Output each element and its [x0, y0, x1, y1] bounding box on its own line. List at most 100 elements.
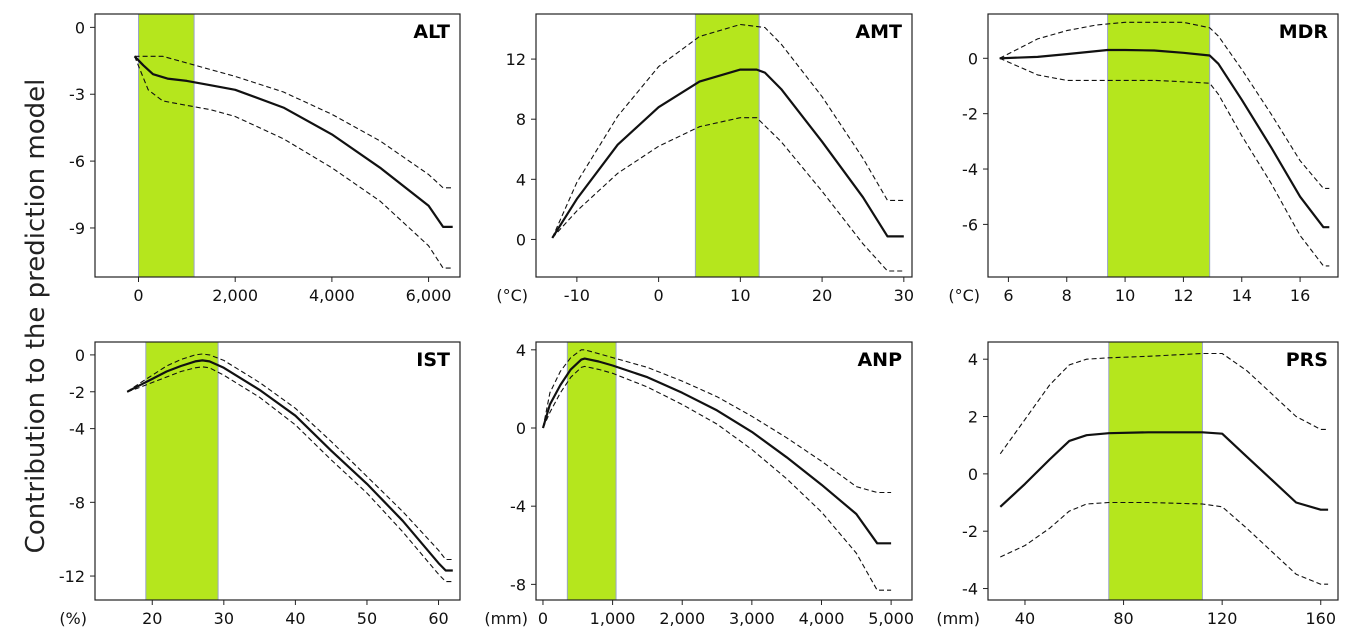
x-tick-label: 10 — [1115, 286, 1135, 305]
x-tick-label: 2,000 — [659, 609, 705, 628]
x-tick-label: 6 — [1003, 286, 1013, 305]
x-tick-label: 1,000 — [590, 609, 636, 628]
highlight-band — [138, 13, 195, 278]
x-tick-label: 6,000 — [406, 286, 452, 305]
x-tick-label: 5,000 — [868, 609, 914, 628]
x-unit-label: (°C) — [948, 286, 980, 305]
series-line-mean — [133, 55, 453, 228]
y-tick-label: 0 — [75, 346, 85, 365]
panel-title: IST — [416, 349, 450, 371]
x-tick-label: 0 — [133, 286, 143, 305]
series-line-ci-2 — [134, 56, 453, 269]
y-tick-label: 2 — [968, 408, 978, 427]
y-tick-label: -2 — [69, 383, 85, 402]
x-tick-label: 120 — [1207, 609, 1238, 628]
plot-frame — [987, 13, 1339, 278]
x-tick-label: 4,000 — [799, 609, 845, 628]
plot-frame — [987, 341, 1339, 601]
y-tick-label: 4 — [968, 350, 978, 369]
series-line-mean — [126, 359, 453, 572]
series-line-mean — [999, 48, 1330, 229]
x-tick-label: 20 — [142, 609, 162, 628]
plot-frame — [535, 13, 913, 278]
x-tick-label: 20 — [812, 286, 832, 305]
x-tick-label: 0 — [538, 609, 548, 628]
x-tick-label: 2,000 — [212, 286, 258, 305]
y-tick-label: -9 — [69, 219, 85, 238]
y-tick-label: -12 — [59, 567, 85, 586]
panel-ist: 20 30 40 50 60 0 -2 -4 -8 -12 (%) IST — [59, 341, 461, 628]
x-tick-label: 3,000 — [729, 609, 775, 628]
y-tick-label: -4 — [962, 580, 978, 599]
series-line-ci-2 — [1000, 501, 1329, 585]
x-tick-label: 4,000 — [309, 286, 355, 305]
figure-y-axis-label: Contribution to the prediction model — [21, 79, 51, 554]
x-tick-label: 30 — [214, 609, 234, 628]
x-tick-label: 40 — [1015, 609, 1035, 628]
plot-frame — [94, 341, 461, 601]
y-tick-label: -6 — [962, 215, 978, 234]
panel-title: AMT — [855, 21, 902, 43]
y-tick-label: 0 — [968, 49, 978, 68]
panel-title: ANP — [857, 349, 902, 371]
panel-title: MDR — [1279, 21, 1329, 43]
series-line-ci-2 — [551, 117, 904, 272]
y-tick-label: 12 — [506, 50, 526, 69]
panel-prs: 40 80 120 160 4 2 0 -2 -4 (mm) PRS — [936, 341, 1339, 628]
series-line-ci-1 — [126, 353, 453, 561]
panel-title: PRS — [1286, 349, 1328, 371]
series-line-mean — [999, 431, 1329, 511]
x-unit-label: (mm) — [484, 609, 528, 628]
x-tick-label: 12 — [1173, 286, 1193, 305]
x-tick-label: 30 — [894, 286, 914, 305]
highlight-band — [145, 341, 219, 601]
y-tick-label: 0 — [968, 465, 978, 484]
y-tick-label: -8 — [69, 493, 85, 512]
plot-frame — [535, 341, 913, 601]
series-line-ci-1 — [999, 352, 1329, 455]
y-tick-label: -6 — [69, 152, 85, 171]
series-line-ci-1 — [134, 55, 453, 189]
y-tick-label: 4 — [516, 341, 526, 360]
y-tick-label: 0 — [516, 419, 526, 438]
y-tick-label: -2 — [962, 105, 978, 124]
x-tick-label: 10 — [730, 286, 750, 305]
x-tick-label: 8 — [1062, 286, 1072, 305]
series-line-ci-2 — [542, 365, 892, 591]
series-line-ci-1 — [999, 21, 1330, 189]
y-tick-label: -8 — [510, 575, 526, 594]
series-line-ci-2 — [127, 366, 453, 583]
y-tick-label: 4 — [516, 170, 526, 189]
x-tick-label: 16 — [1290, 286, 1310, 305]
series-line-mean — [551, 68, 904, 239]
y-tick-label: 0 — [516, 230, 526, 249]
x-tick-label: 50 — [357, 609, 377, 628]
x-unit-label: (mm) — [936, 609, 980, 628]
y-tick-label: -3 — [69, 85, 85, 104]
panel-alt: 0 2,000 4,000 6,000 0 -3 -6 -9 ALT — [69, 13, 461, 305]
series-line-ci-2 — [999, 57, 1330, 267]
panel-anp: 0 1,000 2,000 3,000 4,000 5,000 4 0 -4 -8 (mm) ANP — [484, 341, 914, 628]
plot-frame — [94, 13, 461, 278]
series-line-ci-1 — [551, 23, 904, 239]
x-tick-label: 0 — [654, 286, 664, 305]
panel-title: ALT — [413, 21, 450, 43]
y-tick-label: 0 — [75, 18, 85, 37]
series-line-ci-1 — [542, 349, 892, 494]
panel-mdr: 6 8 10 12 14 16 0 -2 -4 -6 (°C) MDR — [948, 13, 1339, 305]
y-tick-label: -4 — [510, 497, 526, 516]
x-tick-label: 160 — [1305, 609, 1336, 628]
x-tick-label: 60 — [428, 609, 448, 628]
panel-amt: -10 0 10 20 30 0 4 8 12 (°C) AMT — [496, 13, 914, 305]
x-tick-label: 14 — [1232, 286, 1252, 305]
highlight-band — [694, 13, 760, 278]
x-unit-label: (°C) — [496, 286, 528, 305]
highlight-band — [1108, 341, 1203, 601]
series-line-mean — [541, 357, 892, 545]
y-tick-label: 8 — [516, 110, 526, 129]
y-tick-label: -4 — [962, 160, 978, 179]
x-tick-label: 80 — [1113, 609, 1133, 628]
highlight-band — [566, 341, 617, 601]
